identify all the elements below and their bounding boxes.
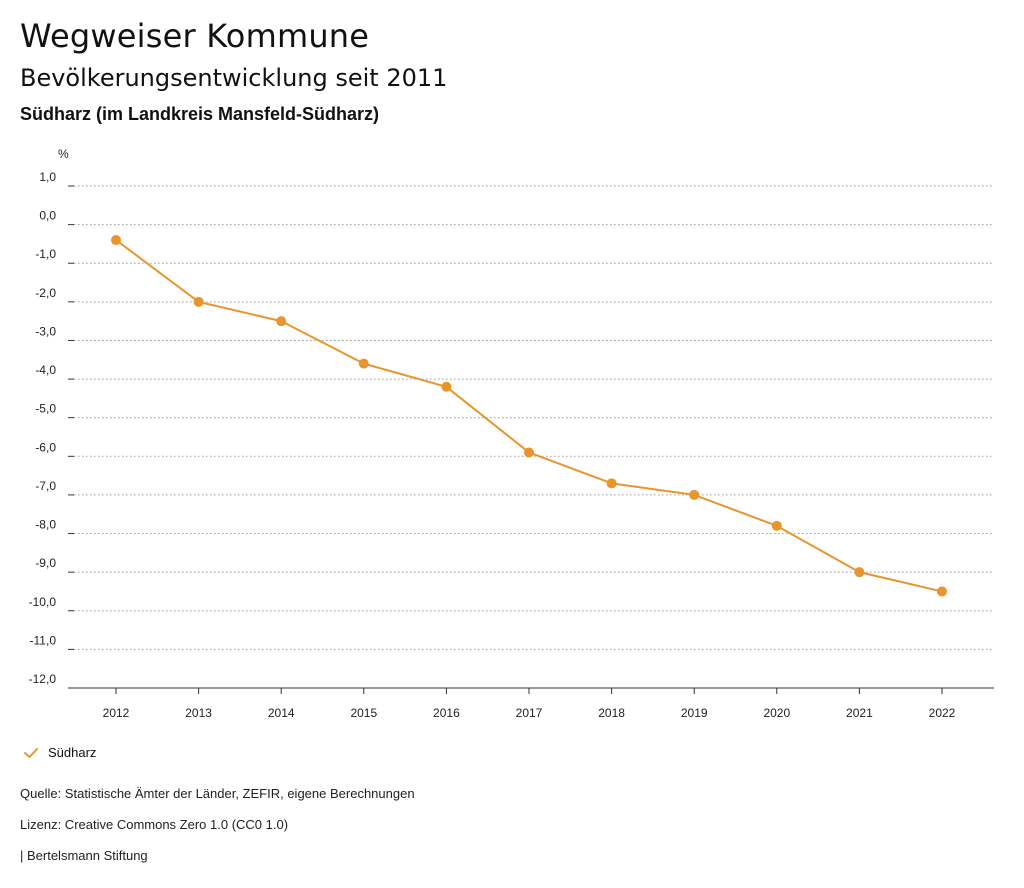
data-point (111, 235, 121, 246)
publisher-note: | Bertelsmann Stiftung (20, 848, 148, 863)
y-tick-label: -8,0 (35, 518, 56, 532)
y-tick-label: -9,0 (35, 556, 56, 570)
data-point (937, 586, 947, 597)
data-point (854, 567, 865, 578)
data-point (358, 358, 369, 369)
y-tick-label: -6,0 (35, 440, 56, 454)
legend[interactable]: Südharz (22, 745, 96, 760)
legend-label: Südharz (48, 745, 97, 760)
x-tick-label: 2022 (929, 706, 956, 720)
line-chart: %1,0 0,0 -1,0 -2,0 -3,0 -4,0 -5,0 -6,0 -7,0 -8,0 -… (29, 147, 994, 720)
y-tick-label: -1,0 (35, 247, 56, 261)
check-icon (24, 747, 38, 758)
y-tick-label: -7,0 (35, 479, 56, 493)
x-tick-label: 2020 (763, 706, 790, 720)
page-title: Wegweiser Kommune (20, 17, 370, 55)
chart-subtitle: Bevölkerungsentwicklung seit 2011 (20, 64, 448, 92)
y-tick-label: 1,0 (39, 170, 56, 184)
y-tick-label: -10,0 (29, 595, 57, 609)
data-point (689, 489, 700, 500)
x-tick-label: 2013 (185, 706, 212, 720)
y-tick-label: -3,0 (35, 324, 56, 338)
source-note: Quelle: Statistische Ämter der Länder, Z… (20, 786, 415, 801)
data-point (524, 447, 534, 458)
x-tick-label: 2021 (846, 706, 873, 720)
y-tick-label: -12,0 (29, 672, 57, 686)
x-tick-label: 2018 (598, 706, 625, 720)
y-tick-label: -11,0 (30, 633, 57, 647)
y-axis-unit-label: % (58, 147, 69, 161)
data-point (771, 520, 782, 531)
data-point (606, 478, 617, 489)
region-label: Südharz (im Landkreis Mansfeld-Südharz) (20, 104, 380, 124)
series-line (115, 239, 943, 593)
x-tick-label: 2014 (268, 706, 295, 720)
y-tick-label: -2,0 (35, 286, 56, 300)
data-point (276, 316, 287, 327)
x-tick-label: 2017 (516, 706, 543, 720)
license-note: Lizenz: Creative Commons Zero 1.0 (CC0 1… (20, 817, 289, 832)
data-point (193, 296, 204, 307)
y-tick-label: -4,0 (35, 363, 56, 377)
x-tick-label: 2019 (681, 706, 708, 720)
x-tick-label: 2016 (433, 706, 460, 720)
x-tick-label: 2012 (103, 706, 130, 720)
y-tick-label: 0,0 (39, 209, 56, 223)
y-tick-label: -5,0 (35, 402, 56, 416)
x-tick-label: 2015 (350, 706, 377, 720)
data-point (441, 381, 452, 392)
